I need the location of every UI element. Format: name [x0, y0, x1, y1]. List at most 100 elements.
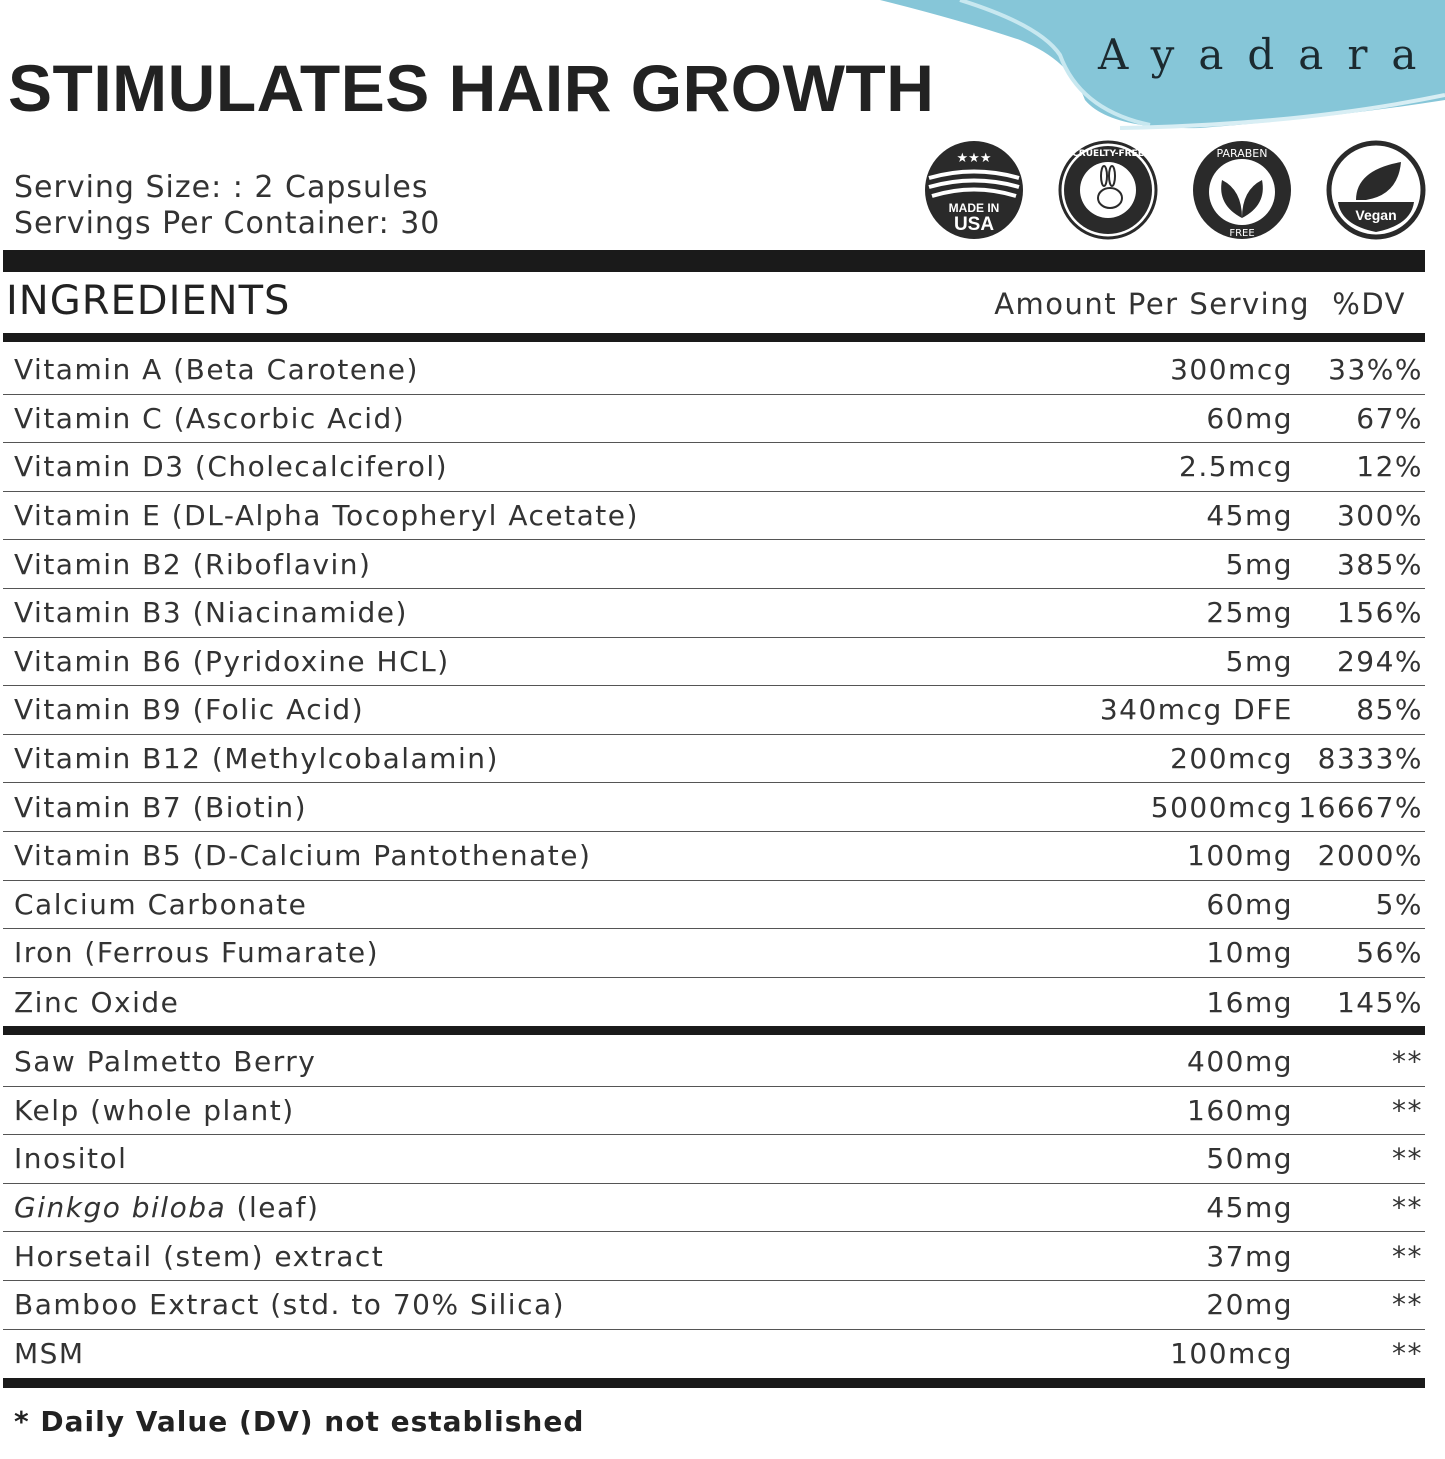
divider-thick: [3, 333, 1425, 342]
ingredient-amount: 160mg: [1187, 1093, 1293, 1127]
ingredient-dv: 145%: [1336, 985, 1423, 1019]
table-row: Vitamin B9 (Folic Acid) 340mcg DFE 85%: [3, 686, 1425, 735]
table-row: Vitamin A (Beta Carotene) 300mcg 33%%: [3, 346, 1425, 395]
ingredient-name: Iron (Ferrous Fumarate): [14, 936, 379, 970]
ingredient-dv: 8333%: [1317, 742, 1423, 776]
ingredient-dv: 85%: [1356, 693, 1423, 727]
table-row: Zinc Oxide 16mg 145%: [3, 978, 1425, 1027]
ingredient-amount: 5000mcg: [1150, 790, 1293, 824]
ingredients-heading: INGREDIENTS: [6, 278, 291, 324]
table-row: Kelp (whole plant) 160mg **: [3, 1087, 1425, 1136]
ingredient-amount: 25mg: [1206, 596, 1293, 630]
table-row: Vitamin B7 (Biotin) 5000mcg 16667%: [3, 783, 1425, 832]
serving-size: Serving Size: : 2 Capsules: [14, 170, 429, 205]
ingredient-amount: 400mg: [1187, 1045, 1293, 1079]
ingredient-amount: 340mcg DFE: [1099, 693, 1293, 727]
ingredient-dv: **: [1392, 1288, 1423, 1322]
ingredient-amount: 300mcg: [1170, 353, 1293, 387]
table-row: Bamboo Extract (std. to 70% Silica) 20mg *…: [3, 1281, 1425, 1330]
ingredient-dv: **: [1392, 1191, 1423, 1225]
table-row: Vitamin C (Ascorbic Acid) 60mg 67%: [3, 395, 1425, 444]
footnote: * Daily Value (DV) not established: [14, 1405, 585, 1438]
ingredient-dv: 2000%: [1317, 839, 1423, 873]
ingredient-dv: 33%%: [1328, 353, 1423, 387]
ingredient-dv: 56%: [1356, 936, 1423, 970]
ingredient-amount: 5mg: [1225, 547, 1293, 581]
table-row: Horsetail (stem) extract 37mg **: [3, 1232, 1425, 1281]
ingredient-amount: 45mg: [1206, 1191, 1293, 1225]
ingredient-dv: 156%: [1336, 596, 1423, 630]
ingredient-name: Vitamin D3 (Cholecalciferol): [14, 450, 449, 484]
cruelty-free-icon: CRUELTY-FREE: [1058, 140, 1158, 240]
table-row: Calcium Carbonate 60mg 5%: [3, 881, 1425, 930]
table-row: Vitamin B2 (Riboflavin) 5mg 385%: [3, 540, 1425, 589]
ingredient-name: Vitamin B9 (Folic Acid): [14, 693, 365, 727]
ingredient-dv: **: [1392, 1337, 1423, 1371]
servings-per-container: Servings Per Container: 30: [14, 206, 441, 241]
ingredient-amount: 50mg: [1206, 1142, 1293, 1176]
vitamins-table: Vitamin A (Beta Carotene) 300mcg 33%% Vitam…: [3, 346, 1425, 1026]
divider-thick: [3, 250, 1425, 272]
ingredient-name: Ginkgo biloba (leaf): [14, 1191, 320, 1225]
ingredient-dv: 385%: [1336, 547, 1423, 581]
table-row: Vitamin B3 (Niacinamide) 25mg 156%: [3, 589, 1425, 638]
ingredient-dv: 12%: [1356, 450, 1423, 484]
ingredient-name: MSM: [14, 1337, 85, 1371]
serving-info: Serving Size: : 2 Capsules Servings Per …: [14, 170, 440, 242]
ingredient-name: Saw Palmetto Berry: [14, 1045, 317, 1079]
table-header: INGREDIENTS Amount Per Serving %DV: [6, 278, 1406, 324]
ingredient-amount: 16mg: [1206, 985, 1293, 1019]
ingredient-name: Vitamin C (Ascorbic Acid): [14, 401, 406, 435]
ingredient-amount: 10mg: [1206, 936, 1293, 970]
ingredient-amount: 45mg: [1206, 499, 1293, 533]
badges: ★★★ MADE IN USA CRUELTY-FREE PARABEN FRE…: [924, 140, 1426, 240]
ingredient-name: Vitamin A (Beta Carotene): [14, 353, 419, 387]
ingredient-amount: 100mcg: [1170, 1337, 1293, 1371]
amount-heading: Amount Per Serving: [994, 287, 1310, 321]
ingredient-amount: 37mg: [1206, 1239, 1293, 1273]
table-row: Vitamin B12 (Methylcobalamin) 200mcg 8333%: [3, 735, 1425, 784]
ingredient-name: Vitamin B2 (Riboflavin): [14, 547, 372, 581]
ingredient-dv: 294%: [1336, 644, 1423, 678]
vegan-icon: Vegan: [1326, 140, 1426, 240]
ingredient-dv: 300%: [1336, 499, 1423, 533]
ingredient-dv: **: [1392, 1093, 1423, 1127]
ingredient-dv: 5%: [1375, 887, 1423, 921]
ingredient-name: Horsetail (stem) extract: [14, 1239, 385, 1273]
paraben-free-icon: PARABEN FREE: [1193, 141, 1291, 239]
made-in-usa-icon: ★★★ MADE IN USA: [925, 141, 1023, 239]
ingredient-dv: 67%: [1356, 401, 1423, 435]
svg-text:Vegan: Vegan: [1355, 207, 1396, 223]
table-row: Saw Palmetto Berry 400mg **: [3, 1038, 1425, 1087]
ingredient-name: Bamboo Extract (std. to 70% Silica): [14, 1288, 566, 1322]
svg-text:MADE IN: MADE IN: [949, 201, 1000, 215]
brand-wave-decoration: [880, 0, 1445, 130]
table-row: MSM 100mcg **: [3, 1330, 1425, 1379]
table-row: Vitamin D3 (Cholecalciferol) 2.5mcg 12%: [3, 443, 1425, 492]
svg-text:FREE: FREE: [1229, 228, 1254, 239]
ingredient-amount: 20mg: [1206, 1288, 1293, 1322]
ingredient-name: Vitamin B7 (Biotin): [14, 790, 308, 824]
table-row: Ginkgo biloba (leaf) 45mg **: [3, 1184, 1425, 1233]
table-row: Inositol 50mg **: [3, 1135, 1425, 1184]
ingredient-name: Kelp (whole plant): [14, 1093, 295, 1127]
table-row: Iron (Ferrous Fumarate) 10mg 56%: [3, 929, 1425, 978]
table-row: Vitamin B5 (D-Calcium Pantothenate) 100mg…: [3, 832, 1425, 881]
brand-logo: Ayadara: [1098, 30, 1441, 79]
svg-text:CRUELTY-FREE: CRUELTY-FREE: [1072, 149, 1144, 159]
table-row: Vitamin B6 (Pyridoxine HCL) 5mg 294%: [3, 638, 1425, 687]
ingredient-name: Vitamin B3 (Niacinamide): [14, 596, 408, 630]
ingredient-name: Vitamin B6 (Pyridoxine HCL): [14, 644, 450, 678]
ingredient-dv: **: [1392, 1142, 1423, 1176]
svg-text:PARABEN: PARABEN: [1217, 147, 1268, 160]
ingredient-amount: 100mg: [1187, 839, 1293, 873]
page-title: STIMULATES HAIR GROWTH: [8, 51, 935, 125]
ingredient-name: Vitamin B5 (D-Calcium Pantothenate): [14, 839, 592, 873]
ingredient-amount: 5mg: [1225, 644, 1293, 678]
dv-heading: %DV: [1332, 287, 1406, 321]
ingredient-amount: 60mg: [1206, 887, 1293, 921]
ingredient-dv: 16667%: [1298, 790, 1423, 824]
ingredient-name: Zinc Oxide: [14, 985, 180, 1019]
svg-text:★★★: ★★★: [957, 151, 992, 166]
ingredient-amount: 2.5mcg: [1179, 450, 1293, 484]
